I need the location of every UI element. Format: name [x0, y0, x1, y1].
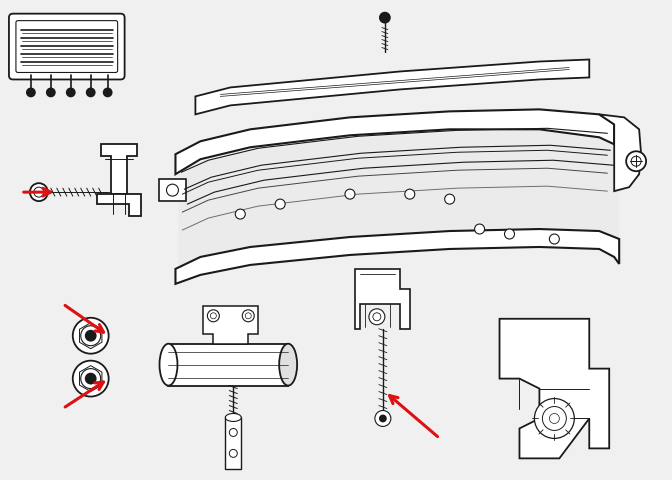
Circle shape: [30, 184, 48, 202]
Ellipse shape: [279, 344, 297, 386]
Circle shape: [626, 152, 646, 172]
Circle shape: [550, 414, 559, 423]
Circle shape: [542, 407, 566, 431]
Polygon shape: [599, 115, 641, 192]
Circle shape: [86, 331, 95, 341]
Polygon shape: [175, 110, 614, 175]
Circle shape: [73, 361, 109, 396]
FancyBboxPatch shape: [9, 14, 124, 80]
Circle shape: [27, 89, 35, 97]
Polygon shape: [204, 306, 258, 344]
Circle shape: [534, 399, 575, 439]
Circle shape: [208, 310, 219, 322]
Circle shape: [67, 89, 75, 97]
Circle shape: [550, 235, 559, 244]
Polygon shape: [196, 60, 589, 115]
Circle shape: [235, 210, 245, 220]
FancyBboxPatch shape: [16, 22, 118, 73]
Circle shape: [275, 200, 285, 210]
Circle shape: [474, 225, 485, 235]
Circle shape: [243, 310, 254, 322]
Polygon shape: [179, 131, 619, 284]
Circle shape: [81, 369, 101, 389]
Bar: [225, 418, 241, 469]
Polygon shape: [101, 145, 136, 195]
Circle shape: [87, 89, 95, 97]
Bar: [169, 344, 288, 386]
Circle shape: [210, 313, 216, 319]
Circle shape: [375, 411, 391, 427]
Circle shape: [405, 190, 415, 200]
Circle shape: [345, 190, 355, 200]
Bar: [159, 180, 186, 202]
Circle shape: [167, 185, 179, 197]
Circle shape: [380, 416, 386, 421]
Polygon shape: [355, 269, 410, 329]
Circle shape: [47, 89, 55, 97]
Circle shape: [631, 157, 641, 167]
Circle shape: [103, 89, 112, 97]
Circle shape: [81, 326, 101, 346]
Circle shape: [229, 429, 237, 436]
Ellipse shape: [225, 414, 241, 421]
Circle shape: [245, 313, 251, 319]
Circle shape: [86, 374, 95, 384]
Polygon shape: [175, 229, 619, 284]
Circle shape: [34, 188, 44, 198]
Circle shape: [380, 13, 390, 24]
Circle shape: [445, 195, 455, 204]
Circle shape: [369, 309, 385, 325]
Circle shape: [73, 318, 109, 354]
Polygon shape: [499, 319, 610, 458]
Polygon shape: [97, 195, 140, 216]
Circle shape: [373, 313, 381, 321]
Circle shape: [505, 229, 515, 240]
Circle shape: [229, 449, 237, 457]
Ellipse shape: [159, 344, 177, 386]
